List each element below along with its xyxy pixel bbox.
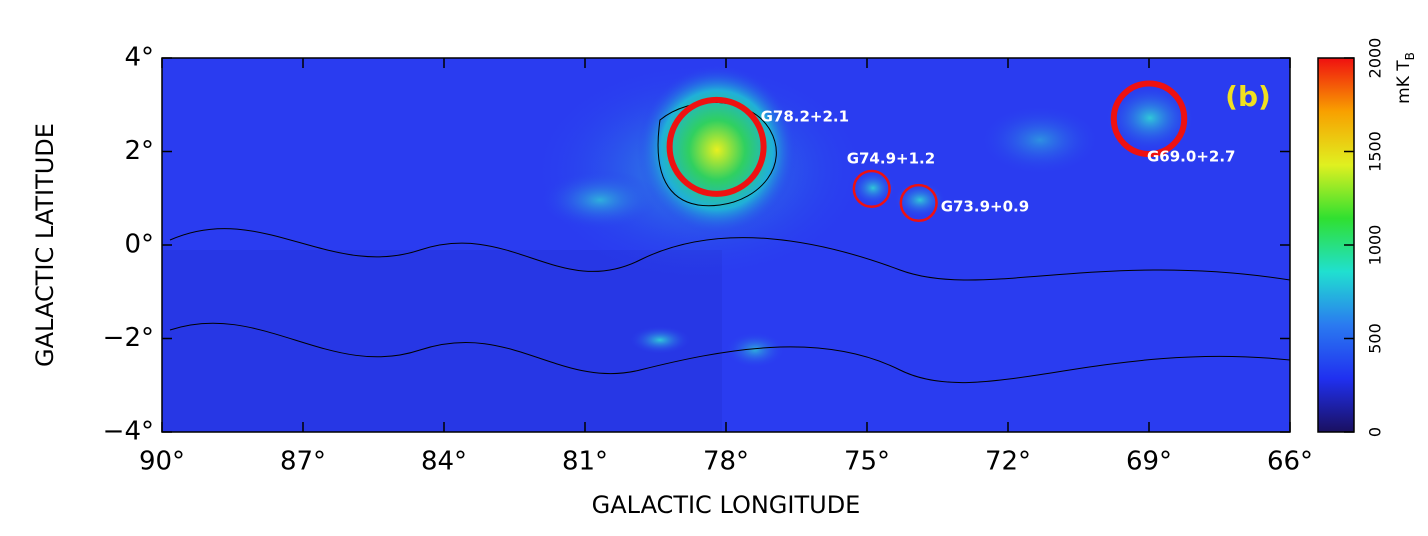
y-tick-label: −4°	[103, 417, 154, 447]
x-tick-label: 87°	[280, 447, 326, 477]
colorbar-tick-label: 500	[1366, 323, 1385, 354]
colorbar-tick-label: 1500	[1366, 131, 1385, 172]
source-circle	[666, 96, 767, 197]
colorbar-tick-label: 0	[1366, 427, 1385, 437]
source-circle	[899, 183, 938, 223]
y-tick-label: 0°	[124, 230, 154, 260]
source-circle	[1110, 80, 1188, 158]
y-axis-label: GALACTIC LATITUDE	[31, 123, 59, 367]
intensity-map	[162, 58, 1290, 432]
colorbar-tick-label: 1000	[1366, 225, 1385, 266]
x-tick-label: 69°	[1126, 447, 1172, 477]
panel-label: (b)	[1225, 80, 1271, 113]
colorbar-tick-label: 2000	[1366, 38, 1385, 79]
x-tick-label: 72°	[985, 447, 1031, 477]
x-tick-label: 84°	[421, 447, 467, 477]
source-label: G78.2+2.1	[761, 107, 849, 125]
y-tick-label: −2°	[103, 323, 154, 353]
source-circle	[852, 169, 891, 209]
colorbar-label-main: mK T	[1394, 60, 1414, 104]
x-tick-label: 78°	[703, 447, 749, 477]
colorbar-label: mK TB	[1394, 52, 1417, 104]
colorbar-label-sub: B	[1403, 52, 1417, 60]
source-label: G74.9+1.2	[847, 149, 935, 167]
x-tick-label: 75°	[844, 447, 890, 477]
y-tick-label: 2°	[124, 136, 154, 166]
source-label: G69.0+2.7	[1147, 147, 1235, 165]
x-tick-label: 90°	[139, 447, 185, 477]
source-label: G73.9+0.9	[941, 197, 1029, 215]
x-tick-label: 66°	[1267, 447, 1313, 477]
y-tick-label: 4°	[124, 43, 154, 73]
x-tick-label: 81°	[562, 447, 608, 477]
x-axis-label: GALACTIC LONGITUDE	[592, 491, 861, 519]
